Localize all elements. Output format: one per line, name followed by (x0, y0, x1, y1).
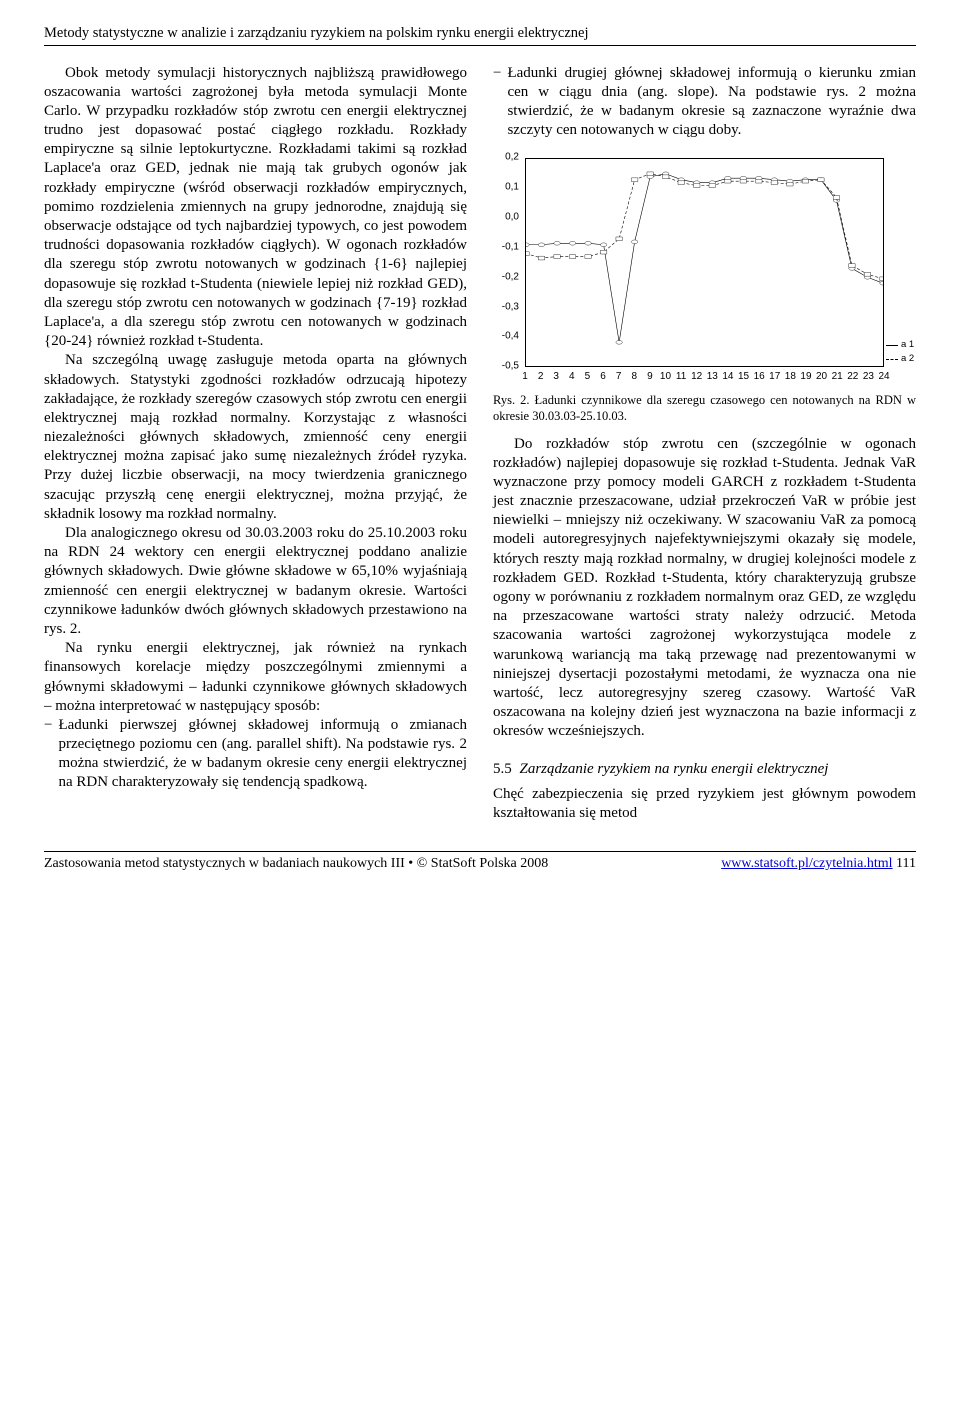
y-axis-labels: -0,5-0,4-0,3-0,2-0,10,00,10,2 (493, 158, 521, 367)
bullet-item: − Ładunki drugiej głównej składowej info… (493, 64, 916, 141)
figure-2: -0,5-0,4-0,3-0,2-0,10,00,10,2 a 1 a 2 12… (493, 152, 916, 424)
subsection-heading: 5.5 Zarządzanie ryzykiem na rynku energi… (493, 760, 916, 779)
line-chart: -0,5-0,4-0,3-0,2-0,10,00,10,2 a 1 a 2 12… (493, 152, 916, 387)
left-column: Obok metody symulacji historycznych najb… (44, 64, 467, 824)
bullet-dash-icon: − (493, 64, 501, 141)
bullet-text: Ładunki pierwszej głównej składowej info… (58, 716, 467, 793)
bullet-text: Ładunki drugiej głównej składowej inform… (507, 64, 916, 141)
paragraph: Dla analogicznego okresu od 30.03.2003 r… (44, 524, 467, 639)
figure-caption: Rys. 2. Ładunki czynnikowe dla szeregu c… (493, 393, 916, 424)
legend-item: a 1 (886, 339, 916, 351)
paragraph: Chęć zabezpieczenia się przed ryzykiem j… (493, 785, 916, 823)
legend-label: a 2 (901, 353, 914, 365)
chart-legend: a 1 a 2 (886, 158, 916, 367)
legend-line-icon (886, 359, 898, 360)
footer-link[interactable]: www.statsoft.pl/czytelnia.html (721, 856, 892, 871)
two-column-body: Obok metody symulacji historycznych najb… (44, 64, 916, 824)
subsection-number: 5.5 (493, 761, 512, 777)
paragraph: Do rozkładów stóp zwrotu cen (szczególni… (493, 435, 916, 742)
right-column: − Ładunki drugiej głównej składowej info… (493, 64, 916, 824)
paragraph: Na rynku energii elektrycznej, jak równi… (44, 639, 467, 716)
page-footer: Zastosowania metod statystycznych w bada… (44, 851, 916, 873)
page-header: Metody statystyczne w analizie i zarządz… (44, 24, 916, 46)
bullet-item: − Ładunki pierwszej głównej składowej in… (44, 716, 467, 793)
bullet-dash-icon: − (44, 716, 52, 793)
paragraph: Obok metody symulacji historycznych najb… (44, 64, 467, 352)
legend-line-icon (886, 345, 898, 346)
page-number: 111 (896, 856, 916, 871)
chart-plot-area (525, 158, 884, 367)
subsection-title: Zarządzanie ryzykiem na rynku energii el… (520, 761, 829, 777)
x-axis-labels: 123456789101112131415161718192021222324 (525, 371, 884, 385)
footer-left: Zastosowania metod statystycznych w bada… (44, 855, 548, 873)
chart-svg (526, 159, 883, 366)
legend-item: a 2 (886, 353, 916, 365)
footer-right: www.statsoft.pl/czytelnia.html 111 (721, 855, 916, 873)
legend-label: a 1 (901, 339, 914, 351)
paragraph: Na szczególną uwagę zasługuje metoda opa… (44, 351, 467, 524)
